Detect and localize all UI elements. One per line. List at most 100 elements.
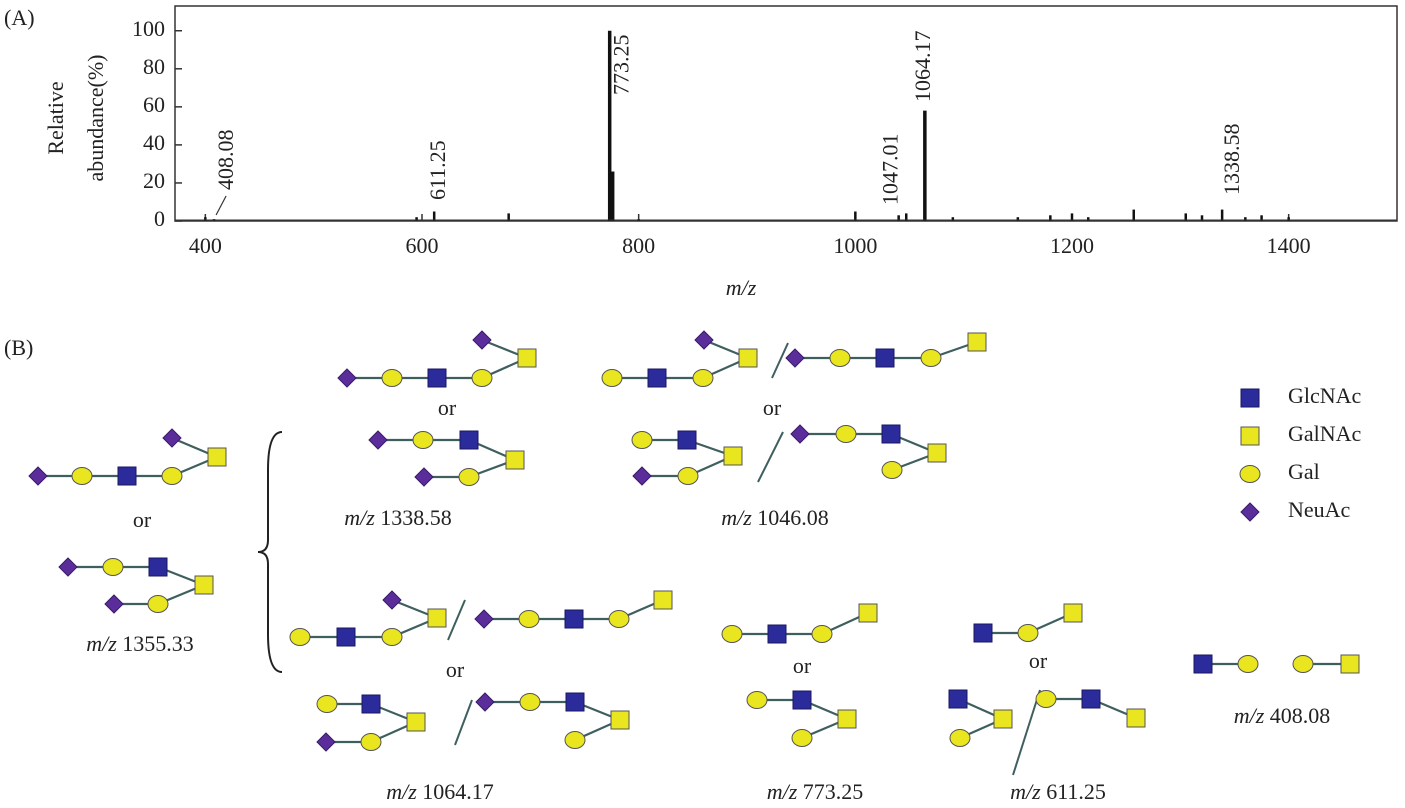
or-label: or [133,507,152,532]
gal [835,425,857,443]
glcnac [336,627,356,647]
slash [447,599,466,641]
gal [360,733,382,751]
caption-mz: m/z [344,505,375,530]
or-label: or [446,657,465,682]
gal [608,610,630,628]
gal [381,369,403,387]
glcnac [875,348,895,368]
gal [631,431,653,449]
glcnac [948,689,968,709]
slash [771,342,789,379]
glycan [28,428,227,486]
gal [829,349,851,367]
glcnac [792,690,812,710]
galnac [927,443,947,463]
y-tick-label: 0 [154,206,165,231]
galnac [505,450,525,470]
glycan [746,690,857,747]
glycan [1292,654,1360,674]
glycan [337,330,537,388]
gal [289,628,311,646]
x-tick-label: 1000 [833,233,877,258]
glcnac [565,692,585,712]
caption-mass: 1046.08 [757,505,829,530]
gal [316,695,338,713]
gal [412,431,434,449]
galnac [858,603,878,623]
glcnac [647,368,667,388]
neuac [58,557,78,577]
caption: m/z 1064.17 [386,779,494,804]
neuac [790,424,810,444]
slash [757,431,784,483]
gal [1035,690,1057,708]
caption: m/z 1338.58 [344,505,452,530]
glycan [1035,689,1146,728]
peak-label: 1064.17 [910,31,935,103]
glycan [790,424,947,479]
galnac [1126,708,1146,728]
glcnac [1240,388,1260,408]
caption-mz: m/z [1010,779,1041,804]
leader [215,195,227,216]
caption: m/z 408.08 [1234,703,1331,728]
caption-mz: m/z [767,779,798,804]
galnac [1240,426,1260,446]
galnac [427,608,447,628]
glycan [475,692,630,749]
neuac [475,692,495,712]
x-tick-label: 400 [189,233,222,258]
galnac [967,332,987,352]
glcnac [459,430,479,450]
gal [721,625,743,643]
x-tick-label: 600 [406,233,439,258]
glycan [973,603,1083,643]
gal [746,691,768,709]
y-axis-label: abundance(%) [83,54,108,181]
glcnac [564,609,584,629]
galnac [610,710,630,730]
brace [257,431,283,673]
gal [949,729,971,747]
gal [519,693,541,711]
y-tick-label: 80 [143,54,165,79]
x-axis-label: m/z [726,275,757,300]
glcnac [427,368,447,388]
glcnac [1081,689,1101,709]
gal [692,369,714,387]
gal [1292,655,1314,673]
gal [102,558,124,576]
caption-mz: m/z [386,779,417,804]
gal [1017,624,1039,642]
glycan [474,590,673,629]
glycan [948,689,1013,747]
galnac [1063,603,1083,623]
neuac [368,430,388,450]
galnac [653,590,673,610]
y-tick-label: 20 [143,168,165,193]
glcnac [361,694,381,714]
x-tick-label: 800 [622,233,655,258]
gal [677,467,699,485]
galnac [517,348,537,368]
neuac [28,466,48,486]
glcnac [677,430,697,450]
or-label: or [763,395,782,420]
galnac [207,447,227,467]
glcnac [881,424,901,444]
neuac [694,330,714,350]
or-label: or [793,653,812,678]
x-tick-label: 1200 [1050,233,1094,258]
neuac [316,732,336,752]
caption: m/z 773.25 [767,779,864,804]
or-label: or [1029,648,1048,673]
gal [458,468,480,486]
neuac [474,609,494,629]
galnac [993,709,1013,729]
y-tick-label: 40 [143,130,165,155]
panel-label: (A) [4,5,35,30]
neuac [337,368,357,388]
slash [454,699,473,746]
